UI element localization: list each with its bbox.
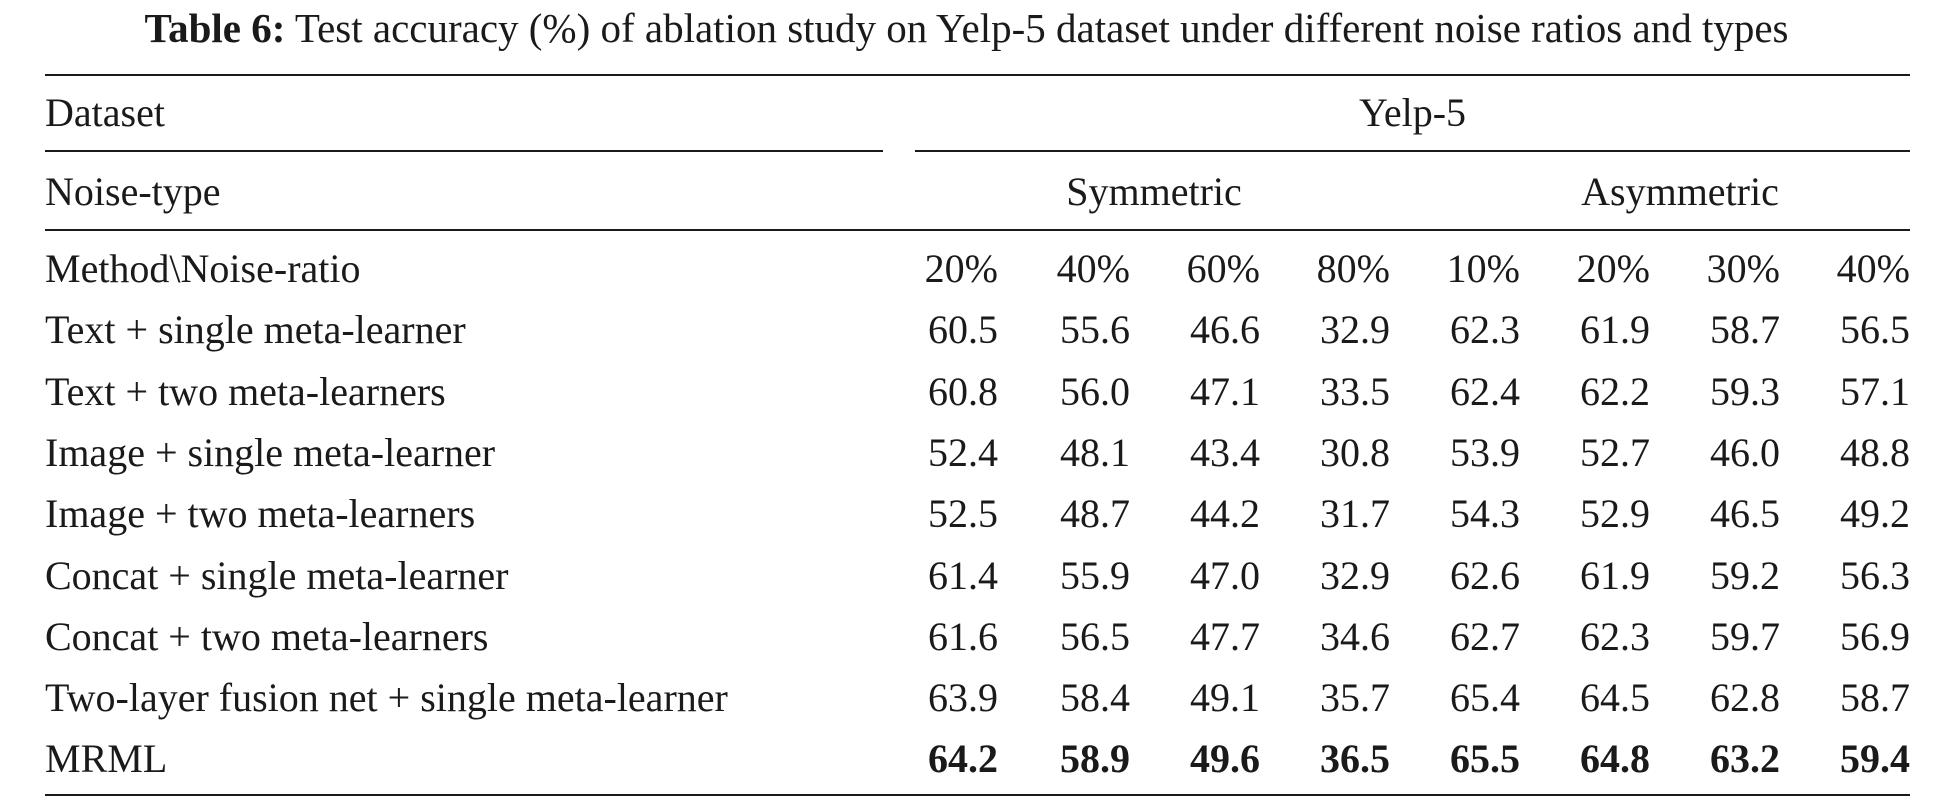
accuracy-cell: 63.2 [1710, 736, 1780, 781]
noise-ratio-header: 20% [1576, 246, 1650, 291]
noise-ratio-header: 40% [1836, 246, 1910, 291]
accuracy-cell: 58.7 [1710, 307, 1780, 352]
accuracy-cell: 47.1 [1190, 369, 1260, 414]
dataset-label: Dataset [45, 90, 165, 135]
noise-ratio-header: 30% [1706, 246, 1780, 291]
accuracy-cell: 62.3 [1580, 614, 1650, 659]
accuracy-cell: 34.6 [1320, 614, 1390, 659]
accuracy-cell: 43.4 [1190, 430, 1260, 475]
accuracy-cell: 60.8 [928, 369, 998, 414]
accuracy-cell: 48.1 [1060, 430, 1130, 475]
table-caption: Table 6: Test accuracy (%) of ablation s… [0, 4, 1933, 52]
dataset-rule-left [45, 150, 883, 152]
accuracy-cell: 49.6 [1190, 736, 1260, 781]
accuracy-cell: 35.7 [1320, 675, 1390, 720]
accuracy-cell: 56.0 [1060, 369, 1130, 414]
accuracy-cell: 58.9 [1060, 736, 1130, 781]
noise-ratio-header: 40% [1056, 246, 1130, 291]
accuracy-cell: 59.7 [1710, 614, 1780, 659]
accuracy-cell: 48.7 [1060, 491, 1130, 536]
header-rule [45, 229, 1910, 231]
accuracy-cell: 59.3 [1710, 369, 1780, 414]
noise-ratio-header: 60% [1186, 246, 1260, 291]
dataset-rule-right [915, 150, 1910, 152]
accuracy-cell: 56.9 [1840, 614, 1910, 659]
accuracy-cell: 59.2 [1710, 553, 1780, 598]
accuracy-cell: 44.2 [1190, 491, 1260, 536]
caption-text: Test accuracy (%) of ablation study on Y… [294, 5, 1789, 51]
method-name: Image + single meta-learner [45, 430, 496, 475]
method-name: Image + two meta-learners [45, 491, 476, 536]
noise-type-label: Noise-type [45, 169, 221, 214]
accuracy-cell: 64.5 [1580, 675, 1650, 720]
noise-ratio-header: 10% [1446, 246, 1520, 291]
symmetric-label: Symmetric [1066, 169, 1242, 214]
dataset-value: Yelp-5 [1358, 90, 1467, 135]
accuracy-cell: 49.1 [1190, 675, 1260, 720]
accuracy-cell: 61.6 [928, 614, 998, 659]
caption-label: Table 6: [144, 5, 286, 51]
accuracy-cell: 47.0 [1190, 553, 1260, 598]
accuracy-cell: 46.5 [1710, 491, 1780, 536]
noise-ratio-header: 80% [1316, 246, 1390, 291]
accuracy-cell: 32.9 [1320, 553, 1390, 598]
accuracy-cell: 62.6 [1450, 553, 1520, 598]
accuracy-cell: 62.3 [1450, 307, 1520, 352]
accuracy-cell: 53.9 [1450, 430, 1520, 475]
method-name: Two-layer fusion net + single meta-learn… [45, 675, 728, 720]
accuracy-cell: 56.5 [1840, 307, 1910, 352]
accuracy-cell: 52.4 [928, 430, 998, 475]
asymmetric-label: Asymmetric [1581, 169, 1779, 214]
accuracy-cell: 49.2 [1840, 491, 1910, 536]
accuracy-cell: 33.5 [1320, 369, 1390, 414]
accuracy-cell: 61.9 [1580, 307, 1650, 352]
accuracy-cell: 61.9 [1580, 553, 1650, 598]
accuracy-cell: 61.4 [928, 553, 998, 598]
accuracy-cell: 47.7 [1190, 614, 1260, 659]
accuracy-cell: 48.8 [1840, 430, 1910, 475]
accuracy-cell: 60.5 [928, 307, 998, 352]
accuracy-cell: 57.1 [1840, 369, 1910, 414]
method-name: Text + single meta-learner [45, 307, 466, 352]
accuracy-cell: 56.5 [1060, 614, 1130, 659]
accuracy-cell: 52.7 [1580, 430, 1650, 475]
noise-ratio-header: 20% [924, 246, 998, 291]
top-rule [45, 74, 1910, 76]
accuracy-cell: 62.4 [1450, 369, 1520, 414]
accuracy-cell: 36.5 [1320, 736, 1390, 781]
accuracy-cell: 62.7 [1450, 614, 1520, 659]
accuracy-cell: 32.9 [1320, 307, 1390, 352]
accuracy-cell: 62.8 [1710, 675, 1780, 720]
accuracy-cell: 30.8 [1320, 430, 1390, 475]
accuracy-cell: 65.5 [1450, 736, 1520, 781]
accuracy-cell: 63.9 [928, 675, 998, 720]
accuracy-cell: 55.9 [1060, 553, 1130, 598]
accuracy-cell: 64.8 [1580, 736, 1650, 781]
accuracy-cell: 58.7 [1840, 675, 1910, 720]
accuracy-cell: 56.3 [1840, 553, 1910, 598]
accuracy-cell: 31.7 [1320, 491, 1390, 536]
accuracy-cell: 55.6 [1060, 307, 1130, 352]
accuracy-cell: 52.9 [1580, 491, 1650, 536]
accuracy-cell: 65.4 [1450, 675, 1520, 720]
accuracy-cell: 52.5 [928, 491, 998, 536]
accuracy-cell: 46.6 [1190, 307, 1260, 352]
method-name: Concat + single meta-learner [45, 553, 509, 598]
method-header: Method\Noise-ratio [45, 246, 361, 291]
method-name: MRML [45, 736, 168, 781]
method-name: Text + two meta-learners [45, 369, 446, 414]
bottom-rule [45, 794, 1910, 796]
accuracy-cell: 58.4 [1060, 675, 1130, 720]
accuracy-cell: 59.4 [1840, 736, 1910, 781]
accuracy-cell: 54.3 [1450, 491, 1520, 536]
method-name: Concat + two meta-learners [45, 614, 489, 659]
accuracy-cell: 46.0 [1710, 430, 1780, 475]
accuracy-cell: 62.2 [1580, 369, 1650, 414]
accuracy-cell: 64.2 [928, 736, 998, 781]
